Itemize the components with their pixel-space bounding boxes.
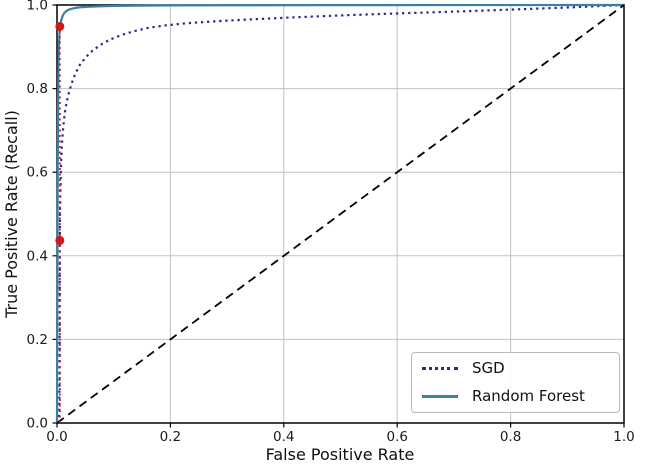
legend-item-sgd: SGD [422,357,609,380]
y-tick-label: 0.4 [27,248,48,264]
y-tick-label: 0.8 [27,81,48,97]
series-random-forest [55,3,625,424]
x-tick-label: 0.6 [386,429,407,445]
legend-item-random-forest: Random Forest [422,385,609,408]
x-tick-label: 0.2 [160,429,181,445]
x-axis-label: False Positive Rate [266,445,415,464]
x-tick-label: 0.4 [273,429,294,445]
y-axis-label: True Positive Rate (Recall) [2,110,21,319]
y-tick-label: 0.2 [27,332,48,348]
x-tick-label: 0.0 [46,429,67,445]
series-chance-diagonal [56,4,625,424]
sgd-threshold-point [55,235,65,245]
x-tick-label: 0.8 [500,429,521,445]
y-tick-label: 0.0 [27,416,48,432]
chart-layers: 0.0 0.2 0.4 0.6 0.8 1.0 0.0 0.2 0.4 0.6 0.8 1.0 [27,0,635,445]
y-tick-label: 1.0 [27,0,48,14]
forest-threshold-point [55,21,65,31]
legend-swatch-sgd [422,367,458,370]
legend-label-sgd: SGD [472,359,505,377]
legend: SGD Random Forest [411,352,620,413]
y-tick-label: 0.6 [27,165,48,181]
legend-label-random-forest: Random Forest [472,387,585,405]
legend-swatch-random-forest [422,395,458,398]
x-tick-label: 1.0 [613,429,634,445]
